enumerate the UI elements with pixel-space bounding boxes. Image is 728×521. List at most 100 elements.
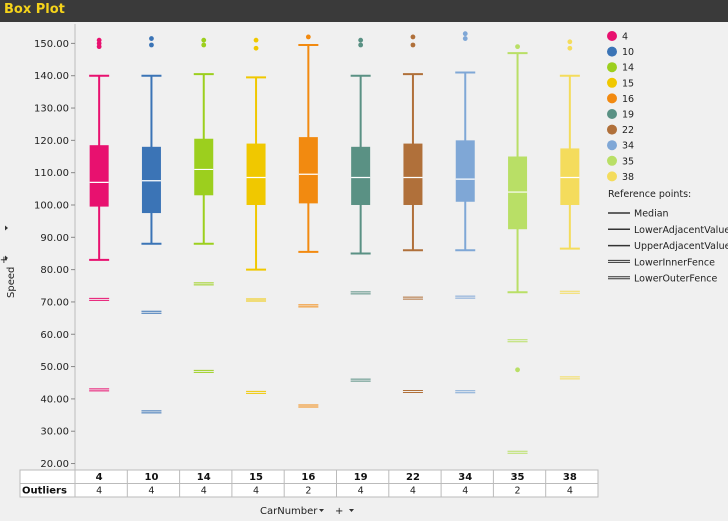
outlier-count: 4 [358,486,364,497]
box-4[interactable] [89,37,110,392]
outlier-point[interactable] [149,36,154,41]
outlier-point[interactable] [358,37,364,43]
y-tick-label: 60.00 [40,330,69,341]
box-body [455,140,475,202]
table-row-label: Outliers [22,486,67,497]
outlier-count: 4 [567,486,573,497]
reference-points-title: Reference points: [608,189,691,200]
chart-title: Box Plot [4,2,65,17]
box-35[interactable] [507,44,528,454]
box-body [403,143,423,205]
y-tick-label: 110.00 [34,168,69,179]
legend-label: 10 [622,47,634,58]
category-label: 14 [197,472,211,483]
y-tick-label: 40.00 [40,394,69,405]
category-label: 16 [301,472,315,483]
reference-label: LowerAdjacentValue [634,225,728,236]
outlier-point[interactable] [253,37,259,43]
y-tick-label: 30.00 [40,427,69,438]
category-label: 15 [249,472,263,483]
box-22[interactable] [402,34,423,393]
y-tick-label: 90.00 [40,233,69,244]
outlier-count: 4 [148,486,154,497]
legend-swatch [607,93,617,104]
y-tick-label: 20.00 [40,459,69,470]
legend-swatch [607,140,617,151]
category-label: 22 [406,472,420,483]
legend-label: 14 [622,63,634,74]
box-19[interactable] [350,37,371,382]
y-axis-add-menu-icon[interactable] [5,255,8,261]
box-16[interactable] [298,34,319,408]
y-tick-label: 120.00 [34,136,69,147]
legend-label: 19 [622,110,634,121]
box-body [351,146,371,205]
y-tick-label: 100.00 [34,200,69,211]
reference-label: LowerInnerFence [634,257,715,268]
box-34[interactable] [455,31,476,394]
box-15[interactable] [246,37,267,394]
outlier-count: 4 [410,486,416,497]
outlier-point[interactable] [253,45,259,51]
category-label: 19 [354,472,368,483]
legend-swatch [607,77,617,88]
outlier-point[interactable] [515,367,520,373]
outlier-point[interactable] [305,34,311,40]
x-axis-add-menu-icon[interactable] [349,509,354,512]
outlier-point[interactable] [567,39,573,45]
x-axis-menu-icon[interactable] [319,509,324,512]
box-body [508,156,528,230]
legend-label: 15 [622,78,634,89]
legend-swatch [607,124,617,135]
box-body [560,148,580,205]
y-tick-label: 80.00 [40,265,69,276]
category-label: 34 [458,472,472,483]
outlier-point[interactable] [201,37,207,43]
x-axis-title[interactable]: CarNumber [260,506,318,517]
y-tick-label: 70.00 [40,297,69,308]
legend-swatch [607,31,617,41]
outlier-point[interactable] [96,37,102,43]
category-label: 4 [96,472,103,483]
y-tick-label: 50.00 [40,362,69,373]
box-body [246,143,266,205]
category-label: 10 [144,472,158,483]
outlier-count: 4 [96,486,102,497]
outlier-point[interactable] [358,42,364,48]
box-body [89,145,109,207]
box-body [298,137,318,204]
legend-swatch [607,155,617,166]
outlier-point[interactable] [410,42,416,48]
outlier-point[interactable] [149,42,154,48]
outlier-point[interactable] [410,34,416,40]
outlier-count: 4 [201,486,207,497]
x-axis-add-icon[interactable]: + [335,506,343,517]
legend-swatch [607,46,617,57]
legend-label: 16 [622,94,634,105]
category-label: 35 [511,472,525,483]
y-axis-menu-icon[interactable] [5,225,8,231]
y-tick-label: 140.00 [34,71,69,82]
box-38[interactable] [559,39,580,380]
outlier-point[interactable] [201,42,207,48]
legend-label: 22 [622,125,634,136]
reference-label: UpperAdjacentValue [634,241,728,252]
title-bar: Box Plot [0,0,728,22]
y-axis-title[interactable]: Speed [6,267,17,298]
box-10[interactable] [141,36,162,414]
legend-label: 4 [622,32,628,43]
box-14[interactable] [193,37,214,373]
category-label: 38 [563,472,577,483]
outlier-point[interactable] [567,45,573,51]
legend-swatch [607,109,617,119]
outlier-count: 2 [515,486,521,497]
outlier-count: 2 [305,486,311,497]
outlier-point[interactable] [515,44,520,50]
legend-swatch [607,171,617,182]
y-tick-label: 130.00 [34,104,69,115]
outlier-point[interactable] [462,36,468,41]
outlier-point[interactable] [462,31,468,37]
outlier-count: 4 [462,486,468,497]
box-body [194,138,214,196]
